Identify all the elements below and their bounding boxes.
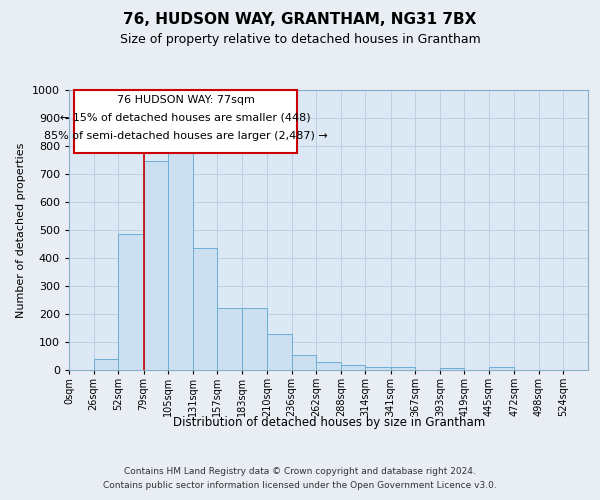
Bar: [292, 356, 316, 370]
Bar: [118, 234, 143, 370]
Bar: [267, 334, 292, 370]
Bar: [168, 149, 193, 370]
Bar: [94, 359, 118, 370]
Bar: [341, 365, 365, 370]
Text: 85% of semi-detached houses are larger (2,487) →: 85% of semi-detached houses are larger (…: [44, 131, 328, 141]
Text: Contains HM Land Registry data © Crown copyright and database right 2024.: Contains HM Land Registry data © Crown c…: [124, 467, 476, 476]
Bar: [316, 362, 341, 370]
Text: 76 HUDSON WAY: 77sqm: 76 HUDSON WAY: 77sqm: [117, 95, 255, 105]
Bar: [74, 90, 298, 153]
Text: Contains public sector information licensed under the Open Government Licence v3: Contains public sector information licen…: [103, 480, 497, 490]
Y-axis label: Number of detached properties: Number of detached properties: [16, 142, 26, 318]
Bar: [391, 368, 415, 370]
Text: 76, HUDSON WAY, GRANTHAM, NG31 7BX: 76, HUDSON WAY, GRANTHAM, NG31 7BX: [124, 12, 476, 28]
Bar: [440, 368, 464, 370]
Text: ← 15% of detached houses are smaller (448): ← 15% of detached houses are smaller (44…: [61, 113, 311, 123]
Bar: [489, 366, 514, 370]
Bar: [217, 308, 242, 370]
Bar: [242, 308, 267, 370]
Bar: [193, 248, 217, 370]
Text: Distribution of detached houses by size in Grantham: Distribution of detached houses by size …: [173, 416, 485, 429]
Text: Size of property relative to detached houses in Grantham: Size of property relative to detached ho…: [119, 32, 481, 46]
Bar: [365, 366, 391, 370]
Bar: [143, 160, 168, 370]
